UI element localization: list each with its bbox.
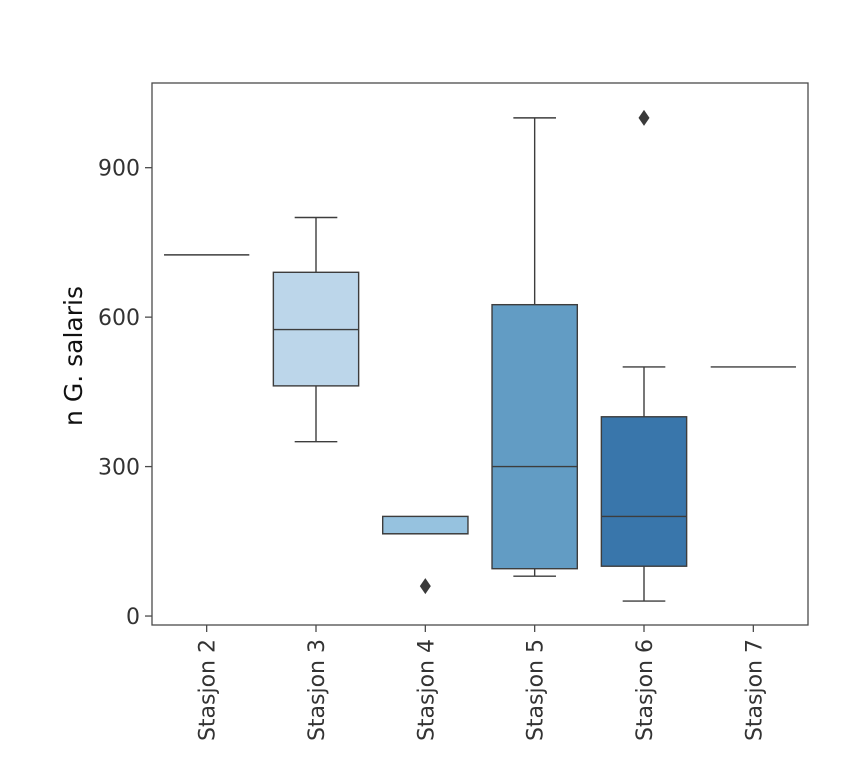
x-tick-label: Stasjon 7	[742, 639, 767, 741]
x-tick-label: Stasjon 5	[524, 639, 549, 741]
box	[381, 515, 469, 535]
x-tick-label: Stasjon 6	[633, 639, 658, 741]
axes: 0 300 600 900 Stasjon 2 Stasjon 3 Stasjon 4 Sta…	[98, 82, 809, 741]
box-group-5	[600, 109, 688, 602]
box	[600, 416, 688, 567]
box-group-4	[491, 117, 579, 577]
y-tick-label: 0	[126, 605, 140, 630]
y-tick-label: 900	[98, 157, 140, 182]
plot-area	[164, 109, 796, 602]
outlier-point	[638, 109, 650, 126]
box-group-3	[381, 515, 469, 595]
box	[491, 303, 579, 570]
x-tick-label: Stasjon 3	[305, 639, 330, 741]
y-tick-label: 600	[98, 306, 140, 331]
x-tick-label: Stasjon 4	[414, 639, 439, 741]
outlier-point	[419, 578, 431, 595]
y-axis-label: n G. salaris	[59, 286, 88, 426]
box-group-2	[272, 216, 360, 443]
x-tick-label: Stasjon 2	[196, 639, 221, 741]
y-tick-label: 300	[98, 456, 140, 481]
plot-frame	[151, 82, 809, 626]
